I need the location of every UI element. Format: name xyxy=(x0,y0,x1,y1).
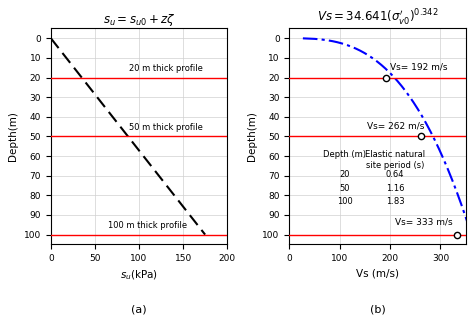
X-axis label: Vs (m/s): Vs (m/s) xyxy=(356,269,399,279)
Title: $Vs=34.641(\sigma^{\prime}_{v0})^{0.342}$: $Vs=34.641(\sigma^{\prime}_{v0})^{0.342}… xyxy=(317,8,438,28)
Text: Vs= 192 m/s: Vs= 192 m/s xyxy=(390,63,447,72)
Text: Vs= 262 m/s: Vs= 262 m/s xyxy=(367,122,425,131)
Text: 20: 20 xyxy=(339,170,350,179)
Text: 100 m thick profile: 100 m thick profile xyxy=(108,221,187,230)
Text: Vs= 333 m/s: Vs= 333 m/s xyxy=(395,218,453,227)
Text: 1.83: 1.83 xyxy=(386,197,404,206)
Text: 20 m thick profile: 20 m thick profile xyxy=(128,64,202,73)
Text: (a): (a) xyxy=(131,305,147,315)
Text: 100: 100 xyxy=(337,197,353,206)
Text: (b): (b) xyxy=(370,305,385,315)
Text: Elastic natural
site period (s): Elastic natural site period (s) xyxy=(365,150,425,170)
Y-axis label: Depth(m): Depth(m) xyxy=(247,112,257,161)
Y-axis label: Depth(m): Depth(m) xyxy=(9,112,18,161)
Text: 0.64: 0.64 xyxy=(386,170,404,179)
Text: Depth (m): Depth (m) xyxy=(323,150,366,159)
X-axis label: $s_u$(kPa): $s_u$(kPa) xyxy=(120,269,158,282)
Text: 50: 50 xyxy=(339,184,350,193)
Text: 1.16: 1.16 xyxy=(386,184,404,193)
Text: 50 m thick profile: 50 m thick profile xyxy=(128,123,202,132)
Title: $s_u=s_{u0}+z\zeta$: $s_u=s_{u0}+z\zeta$ xyxy=(103,12,175,28)
